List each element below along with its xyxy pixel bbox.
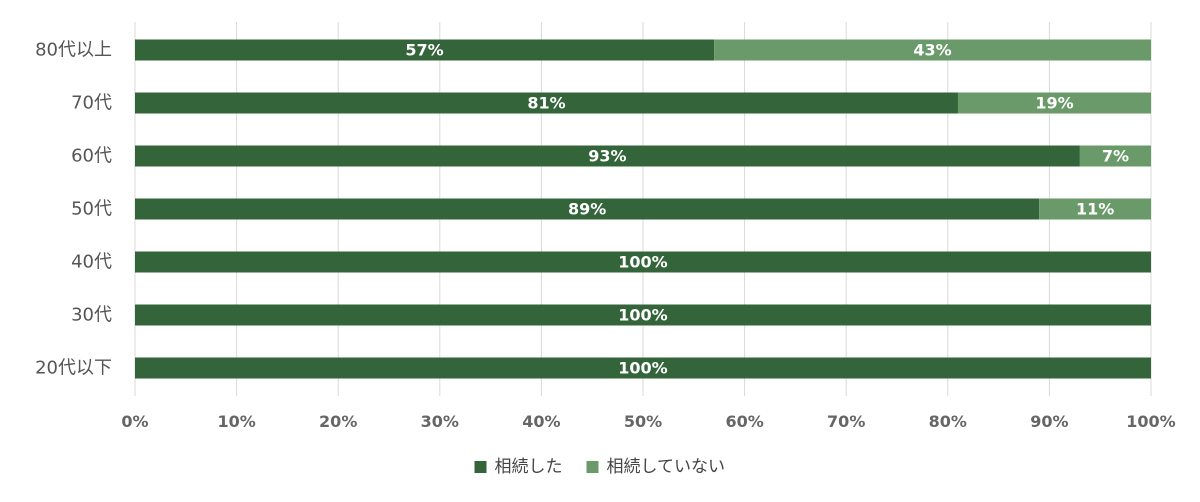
legend-swatch (586, 461, 599, 473)
legend-label: 相続した (495, 457, 563, 477)
x-tick-label: 70% (827, 412, 865, 431)
data-label: 19% (1035, 94, 1073, 113)
data-label: 57% (405, 41, 443, 60)
data-label: 43% (913, 41, 951, 60)
x-tick-label: 0% (121, 412, 148, 431)
bar-segment-inherited (135, 304, 1151, 326)
bar-segment-inherited (135, 357, 1151, 379)
x-tick-labels: 0% 10% 20% 30% 40% 50% 60% 70% 80% 90% 100% (121, 412, 1175, 431)
bars: 57% 43% 81% 19% 93% 7% 89% 11% 100% 100% 100% (135, 39, 1151, 379)
x-tick-label: 20% (319, 412, 357, 431)
x-tick-label: 90% (1030, 412, 1068, 431)
x-tick-label: 10% (217, 412, 255, 431)
legend-swatch (474, 461, 487, 473)
x-tick-label: 30% (421, 412, 459, 431)
bar-segment-inherited (135, 251, 1151, 273)
bar-segment-inherited (135, 92, 958, 114)
x-tick-label: 80% (929, 412, 967, 431)
data-label: 100% (618, 359, 667, 378)
data-label: 100% (618, 253, 667, 272)
data-label: 100% (618, 306, 667, 325)
data-label: 89% (568, 200, 606, 219)
category-label: 80代以上 (35, 40, 112, 61)
data-label: 7% (1102, 147, 1129, 166)
category-label: 50代 (71, 199, 112, 220)
bar-segment-not-inherited (957, 92, 1151, 114)
data-label: 93% (588, 147, 626, 166)
bar-segment-inherited (135, 145, 1080, 167)
x-tick-label: 100% (1126, 412, 1175, 431)
category-label: 70代 (71, 93, 112, 114)
data-label: 11% (1076, 200, 1114, 219)
data-label: 81% (527, 94, 565, 113)
category-label: 40代 (71, 252, 112, 273)
category-label: 20代以下 (35, 358, 112, 379)
bar-segment-inherited (135, 39, 715, 61)
legend: 相続した 相続していない (474, 457, 726, 477)
x-tick-label: 50% (624, 412, 662, 431)
bar-segment-inherited (135, 198, 1040, 220)
x-tick-label: 40% (522, 412, 560, 431)
legend-label: 相続していない (607, 457, 726, 477)
category-label: 30代 (71, 305, 112, 326)
bar-segment-not-inherited (1039, 198, 1151, 220)
category-labels: 80代以上 70代 60代 50代 40代 30代 20代以下 (35, 40, 112, 379)
category-label: 60代 (71, 146, 112, 167)
bar-segment-not-inherited (714, 39, 1151, 61)
bar-segment-not-inherited (1079, 145, 1151, 167)
x-tick-label: 60% (725, 412, 763, 431)
